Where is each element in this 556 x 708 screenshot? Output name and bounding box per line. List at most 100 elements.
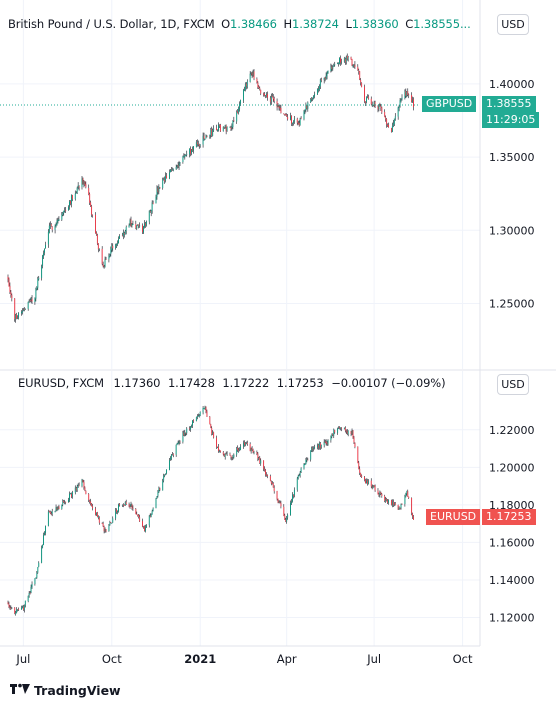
- candle-up: [205, 135, 207, 139]
- candle-up: [192, 420, 193, 426]
- gbpusd-title[interactable]: British Pound / U.S. Dollar, 1D, FXCM: [8, 17, 215, 31]
- candle-up: [163, 475, 165, 481]
- candle-up: [15, 314, 17, 320]
- candle-down: [324, 77, 326, 80]
- candle-down: [277, 498, 279, 503]
- candle-up: [77, 484, 79, 487]
- candle-up: [239, 449, 241, 451]
- candle-up: [393, 118, 395, 124]
- candle-up: [197, 143, 199, 145]
- gbpusd-grid: [0, 0, 480, 369]
- candle-down: [354, 64, 356, 67]
- candle-down: [394, 503, 396, 505]
- candle-down: [112, 245, 114, 249]
- candle-up: [401, 97, 403, 100]
- candle-up: [124, 231, 126, 235]
- candle-down: [344, 427, 346, 431]
- candle-up: [74, 193, 76, 200]
- candle-up: [58, 219, 60, 221]
- candle-down: [245, 83, 247, 87]
- candle-up: [378, 104, 380, 109]
- candle-up: [334, 64, 336, 66]
- candle-down: [271, 483, 273, 484]
- candle-up: [333, 429, 335, 436]
- candle-down: [82, 178, 84, 185]
- candle-up: [393, 503, 395, 505]
- candle-down: [56, 507, 58, 510]
- candle-down: [381, 107, 383, 113]
- candle-down: [297, 123, 299, 124]
- candle-up: [28, 300, 30, 302]
- candle-up: [110, 249, 112, 254]
- candle-down: [269, 98, 271, 102]
- candle-up: [109, 522, 111, 526]
- candle-up: [165, 473, 167, 475]
- eurusd-title[interactable]: EURUSD, FXCM: [18, 376, 104, 390]
- candle-up: [104, 258, 106, 268]
- candle-up: [372, 485, 374, 489]
- time-axis[interactable]: Jul Oct 2021 Apr Jul Oct: [15, 652, 473, 666]
- candle-up: [218, 450, 220, 452]
- candle-down: [225, 453, 227, 455]
- open-value: 1.38466: [230, 17, 277, 31]
- candle-down: [143, 526, 144, 528]
- candle-up: [165, 175, 167, 181]
- candle-up: [166, 469, 168, 474]
- candle-up: [169, 458, 171, 460]
- candle-up: [171, 454, 173, 456]
- candle-up: [42, 544, 44, 548]
- candle-up: [290, 116, 291, 120]
- candle-down: [264, 468, 266, 471]
- gbpusd-currency-button[interactable]: USD: [497, 14, 529, 35]
- candle-down: [85, 184, 87, 188]
- candle-down: [192, 148, 193, 151]
- eurusd-currency-button[interactable]: USD: [497, 374, 529, 395]
- candle-up: [287, 514, 289, 518]
- candle-down: [231, 457, 233, 459]
- candle-down: [89, 193, 91, 203]
- candle-down: [121, 235, 123, 237]
- candle-down: [279, 501, 281, 503]
- candle-up: [236, 112, 238, 122]
- candle-up: [182, 432, 184, 442]
- candle-down: [413, 99, 414, 107]
- tradingview-logo[interactable]: TradingView: [10, 683, 121, 698]
- candle-up: [265, 95, 266, 97]
- candle-up: [76, 486, 78, 491]
- gbpusd-price-scale[interactable]: 1.40000 1.35000 1.30000 1.25000: [489, 78, 535, 311]
- candle-up: [164, 474, 166, 476]
- candle-down: [50, 224, 52, 226]
- eurusd-open: 1.17360: [113, 376, 161, 390]
- candle-down: [296, 118, 298, 123]
- candle-up: [70, 194, 72, 205]
- candle-up: [327, 440, 329, 445]
- eurusd-price-scale[interactable]: 1.22000 1.20000 1.18000 1.16000 1.14000 1.120…: [489, 424, 535, 625]
- candle-up: [204, 406, 206, 409]
- candle-down: [390, 127, 392, 132]
- candle-down: [90, 202, 92, 207]
- candle-down: [266, 474, 267, 476]
- candle-down: [284, 515, 286, 520]
- candle-down: [378, 494, 380, 496]
- candle-up: [299, 472, 301, 476]
- candle-down: [339, 427, 340, 429]
- candle-up: [291, 501, 292, 504]
- candle-up: [44, 248, 45, 253]
- candle-up: [175, 167, 177, 170]
- candle-up: [320, 444, 322, 448]
- candle-down: [388, 124, 390, 128]
- candle-down: [88, 494, 90, 500]
- candle-down: [271, 96, 273, 98]
- candle-down: [401, 503, 403, 505]
- candle-down: [263, 93, 265, 95]
- candle-down: [360, 79, 362, 83]
- candle-up: [222, 126, 224, 132]
- candle-down: [359, 468, 361, 473]
- candle-up: [162, 480, 164, 491]
- candle-up: [22, 309, 24, 311]
- candle-down: [171, 169, 173, 171]
- candle-down: [246, 442, 248, 445]
- tradingview-logo-text: TradingView: [34, 683, 121, 698]
- candle-up: [37, 566, 39, 573]
